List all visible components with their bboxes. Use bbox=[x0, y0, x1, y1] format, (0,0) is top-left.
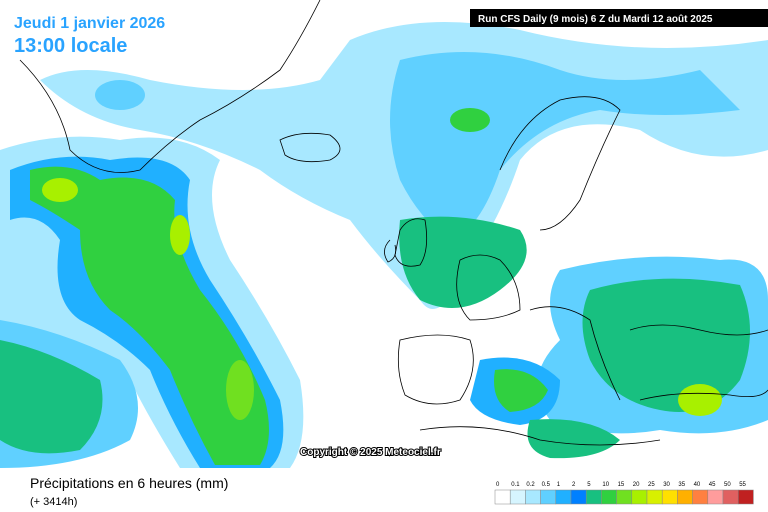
scale-swatch bbox=[585, 489, 602, 505]
scale-swatch bbox=[570, 489, 587, 505]
scale-label: 2 bbox=[572, 482, 576, 488]
scale-swatch bbox=[722, 489, 739, 505]
scale-swatch bbox=[677, 489, 693, 505]
scale-swatch bbox=[494, 489, 511, 505]
color-scale: 0 0.1 0.2 0.5 1 2 5 10 15 20 25 30 35 40 45 50 55 bbox=[494, 482, 754, 505]
scale-label: 40 bbox=[694, 482, 701, 488]
scale-label: 5 bbox=[587, 482, 591, 488]
scale-swatch bbox=[616, 489, 633, 505]
scale-swatch bbox=[540, 489, 557, 505]
scale-label: 0 bbox=[496, 482, 500, 488]
scale-swatch bbox=[509, 489, 526, 505]
scale-swatch bbox=[525, 489, 541, 505]
scale-label: 20 bbox=[633, 482, 640, 488]
scale-swatch bbox=[661, 489, 678, 505]
scale-swatch bbox=[601, 489, 617, 505]
run-banner bbox=[470, 9, 768, 27]
copyright: Copyright © 2025 Meteociel.fr bbox=[300, 447, 441, 458]
scale-label: 0.5 bbox=[542, 482, 551, 488]
scale-swatch bbox=[707, 489, 724, 505]
coastlines bbox=[19, 0, 768, 446]
scale-swatch bbox=[692, 489, 709, 505]
scale-label: 35 bbox=[678, 482, 685, 488]
scale-label: 30 bbox=[663, 482, 670, 488]
footer-title: Précipitations en 6 heures (mm) bbox=[30, 475, 228, 491]
scale-label: 15 bbox=[618, 482, 625, 488]
scale-label: 55 bbox=[739, 482, 746, 488]
forecast-time: 13:00 locale bbox=[14, 35, 127, 57]
scale-label: 0.1 bbox=[511, 482, 520, 488]
lead-time: (+ 3414h) bbox=[30, 496, 77, 508]
scale-label: 50 bbox=[724, 482, 731, 488]
forecast-date: Jeudi 1 janvier 2026 bbox=[14, 15, 165, 32]
scale-swatch bbox=[646, 489, 663, 505]
run-info: Run CFS Daily (9 mois) 6 Z du Mardi 12 a… bbox=[478, 14, 713, 25]
scale-swatch bbox=[555, 489, 572, 505]
scale-label: 0.2 bbox=[526, 482, 535, 488]
scale-label: 45 bbox=[709, 482, 716, 488]
precipitation-field bbox=[0, 22, 768, 468]
scale-swatch bbox=[631, 489, 648, 505]
scale-swatch bbox=[737, 489, 754, 505]
scale-label: 25 bbox=[648, 482, 655, 488]
scale-label: 1 bbox=[557, 482, 561, 488]
scale-label: 10 bbox=[602, 482, 609, 488]
